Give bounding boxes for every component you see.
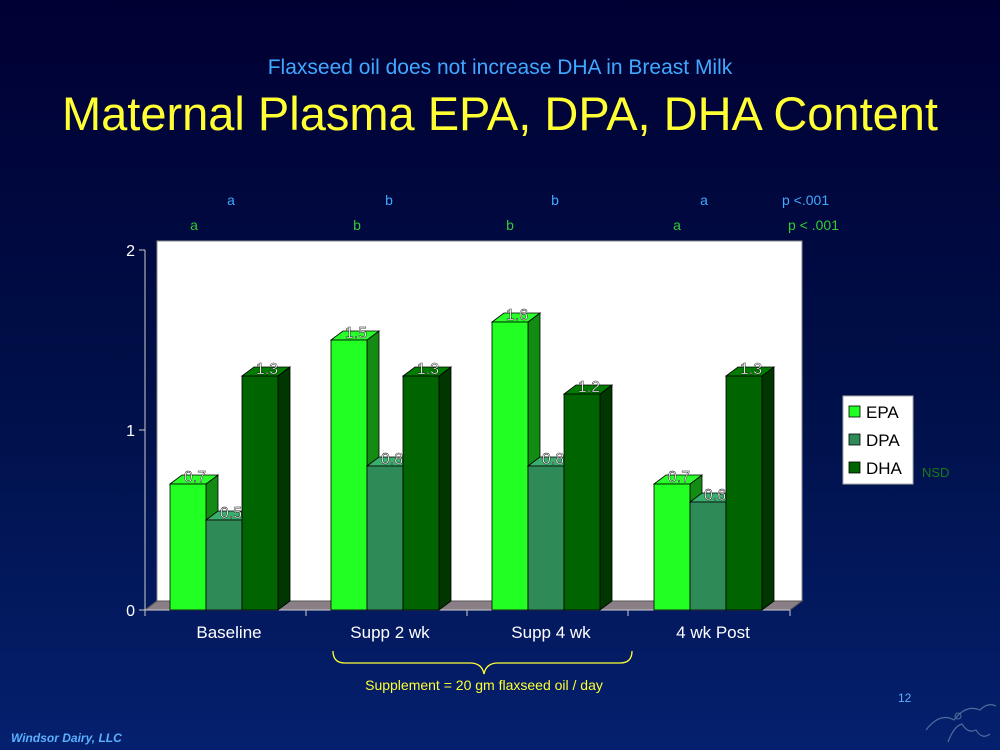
bar-dpa xyxy=(527,465,565,611)
bar-dha xyxy=(241,375,279,611)
x-tick-label: Baseline xyxy=(196,623,261,642)
bar-value-label: 0.5 xyxy=(220,505,242,522)
legend-label-epa: EPA xyxy=(866,403,899,422)
bar-value-label: 0.7 xyxy=(184,469,206,486)
legend-swatch-dpa xyxy=(848,433,861,446)
bar-epa xyxy=(653,483,691,611)
y-tick-label: 0 xyxy=(126,603,135,620)
footer-company: Windsor Dairy, LLC xyxy=(11,731,122,745)
legend-swatch-dha xyxy=(848,461,861,474)
bar-dpa xyxy=(366,465,404,611)
bar-dha xyxy=(402,375,440,611)
y-tick-label: 1 xyxy=(126,423,135,440)
legend-label-dpa: DPA xyxy=(866,431,900,450)
bar-side-dha xyxy=(599,384,613,611)
legend-label-dha: DHA xyxy=(866,459,903,478)
bar-value-label: 1.3 xyxy=(256,361,278,378)
x-tick-label: Supp 4 wk xyxy=(511,623,591,642)
slide-subtitle: Flaxseed oil does not increase DHA in Br… xyxy=(267,56,733,79)
bar-epa xyxy=(169,483,207,611)
legend-swatch-epa xyxy=(848,405,861,418)
bar-value-label: 0.6 xyxy=(704,487,726,504)
bar-value-label: 1.3 xyxy=(740,361,762,378)
supplement-note: Supplement = 20 gm flaxseed oil / day xyxy=(365,677,603,693)
bar-dpa xyxy=(205,519,243,611)
bar-value-label: 1.5 xyxy=(345,325,367,342)
significance-letter: a xyxy=(227,192,235,208)
significance-letter: a xyxy=(190,217,198,233)
bar-epa xyxy=(491,321,529,611)
significance-letter: a xyxy=(673,217,681,233)
bar-side-dha xyxy=(761,366,775,611)
bar-side-dha xyxy=(438,366,452,611)
significance-letter: b xyxy=(353,217,361,233)
bar-epa xyxy=(330,339,368,611)
significance-letter: b xyxy=(551,192,559,208)
y-tick-label: 2 xyxy=(126,243,135,260)
significance-p-value: p < .001 xyxy=(788,217,839,233)
bar-value-label: 1.6 xyxy=(506,307,528,324)
nsd-label: NSD xyxy=(922,465,949,480)
bar-value-label: 1.3 xyxy=(417,361,439,378)
bar-dha xyxy=(725,375,763,611)
bar-dha xyxy=(563,393,601,611)
slide-number: 12 xyxy=(898,691,912,705)
significance-letter: b xyxy=(385,192,393,208)
dancer-logo-icon xyxy=(925,704,997,743)
significance-letter: a xyxy=(700,192,708,208)
bar-dpa xyxy=(689,501,727,611)
significance-letter: b xyxy=(506,217,514,233)
slide-title: Maternal Plasma EPA, DPA, DHA Content xyxy=(62,87,938,140)
significance-p-value: p <.001 xyxy=(782,192,829,208)
bar-side-dha xyxy=(277,366,291,611)
x-tick-label: Supp 2 wk xyxy=(350,623,430,642)
bar-value-label: 0.7 xyxy=(668,469,690,486)
supplement-bracket xyxy=(332,650,633,675)
bar-value-label: 0.8 xyxy=(381,451,403,468)
bar-value-label: 1.2 xyxy=(578,379,600,396)
x-tick-label: 4 wk Post xyxy=(676,623,750,642)
bar-value-label: 0.8 xyxy=(542,451,564,468)
